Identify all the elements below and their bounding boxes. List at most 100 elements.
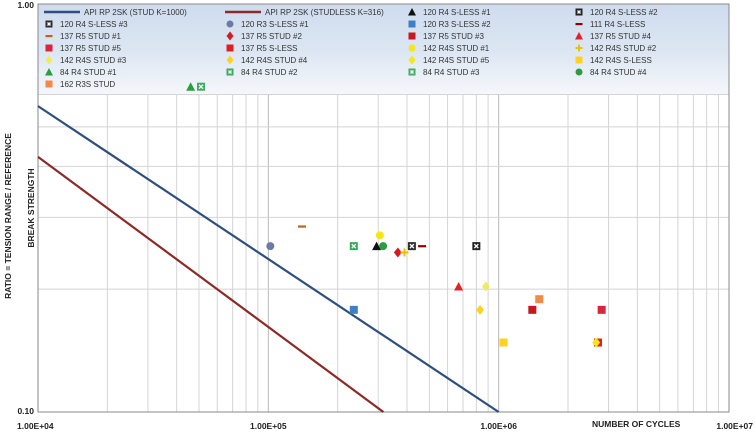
marker-triangle: [45, 68, 53, 76]
marker-dash: [575, 23, 583, 26]
data-point: [400, 248, 409, 257]
data-point: [375, 231, 384, 240]
legend-label: 111 R4 S-LESS: [590, 20, 645, 29]
marker-diamond: [481, 281, 490, 292]
legend-label: 120 R4 S-LESS #1: [423, 8, 491, 17]
marker-dash: [418, 245, 427, 248]
legend-label: 162 R3S STUD: [60, 80, 115, 89]
marker-xbox-cross: [409, 243, 415, 249]
y-tick-label: 0.10: [17, 406, 34, 416]
legend-item: 142 R4S STUD #5: [408, 55, 490, 65]
marker-square: [528, 305, 537, 314]
legend-item: 120 R4 S-LESS #2: [575, 8, 658, 17]
marker-triangle: [454, 282, 464, 291]
legend-item: 142 R4S STUD #2: [575, 44, 657, 53]
legend-label: API RP 2SK (STUD K=1000): [84, 8, 187, 17]
legend-label: 120 R4 S-LESS #2: [590, 8, 658, 17]
data-points: [186, 82, 606, 348]
marker-diamond: [592, 337, 601, 348]
legend-label: 84 R4 STUD #4: [590, 68, 647, 77]
marker-square: [45, 80, 53, 88]
y-tick-label: 1.00: [17, 0, 34, 10]
marker-circle: [266, 242, 275, 251]
marker-dash: [45, 35, 53, 38]
marker-circle: [408, 44, 416, 52]
marker-xbox-cross: [47, 22, 51, 26]
marker-square: [408, 20, 416, 28]
legend-item: 137 R5 STUD #2: [226, 31, 302, 41]
legend-label: 142 R4S S-LESS: [590, 56, 652, 65]
data-point: [476, 304, 485, 315]
data-point: [418, 245, 427, 248]
reference-line: [37, 155, 385, 413]
legend-label: 137 R5 STUD #1: [60, 32, 121, 41]
legend-item: 142 R4S STUD #1: [408, 44, 490, 53]
data-point: [349, 242, 358, 251]
legend-item: 120 R3 S-LESS #2: [408, 20, 491, 29]
legend-item: 137 R5 STUD #3: [408, 32, 484, 41]
marker-circle: [375, 231, 384, 240]
legend-label: 120 R3 S-LESS #1: [241, 20, 309, 29]
legend-item: 84 R4 STUD #1: [45, 68, 117, 77]
marker-plus-v: [403, 248, 406, 257]
marker-triangle: [575, 32, 583, 40]
marker-square: [597, 305, 606, 314]
x-axis-title: NUMBER OF CYCLES: [592, 419, 681, 429]
reference-line: [37, 105, 500, 413]
data-point: [349, 305, 358, 314]
marker-dash: [297, 225, 306, 228]
marker-triangle: [408, 8, 416, 16]
legend-label: 142 R4S STUD #5: [423, 56, 490, 65]
legend-label: 84 R4 STUD #2: [241, 68, 298, 77]
data-point: [393, 247, 402, 258]
data-point: [592, 337, 601, 348]
marker-xbox-cross: [198, 84, 204, 90]
data-point: [297, 225, 306, 228]
legend-label: 120 R3 S-LESS #2: [423, 20, 491, 29]
x-tick-label: 1.00E+05: [250, 421, 287, 431]
x-tick-label: 1.00E+06: [480, 421, 517, 431]
marker-diamond: [408, 55, 416, 65]
legend-item: API RP 2SK (STUDLESS K=316): [225, 8, 384, 17]
plot-frame: [37, 3, 730, 413]
marker-square: [226, 44, 234, 52]
marker-circle: [226, 20, 234, 28]
marker-xbox-cross: [473, 243, 479, 249]
marker-xbox-cross: [351, 243, 357, 249]
data-point: [186, 82, 196, 91]
marker-square: [535, 295, 544, 304]
marker-diamond: [476, 304, 485, 315]
legend-label: 84 R4 STUD #3: [423, 68, 480, 77]
axis-tick-labels: 1.00E+04 1.00E+05 1.00E+06 1.00E+07 1.00 0.10: [17, 0, 753, 431]
legend-item: 120 R4 S-LESS #3: [45, 20, 128, 29]
data-point: [481, 281, 490, 292]
legend-label: 137 R5 STUD #2: [241, 32, 302, 41]
x-tick-label: 1.00E+04: [17, 421, 54, 431]
legend-label: 84 R4 STUD #1: [60, 68, 117, 77]
legend-item: 84 R4 STUD #3: [408, 68, 480, 77]
marker-diamond: [393, 247, 402, 258]
data-point: [499, 338, 508, 347]
legend-item: 120 R3 S-LESS #1: [226, 20, 309, 29]
data-point: [407, 242, 416, 251]
legend-item: 120 R4 S-LESS #1: [408, 8, 491, 17]
data-point: [372, 241, 382, 251]
legend-item: 137 R5 S-LESS: [226, 44, 297, 53]
legend-item: 111 R4 S-LESS: [575, 20, 645, 29]
data-point: [597, 305, 606, 314]
x-tick-label: 1.00E+07: [716, 421, 753, 431]
marker-triangle: [372, 241, 382, 251]
marker-square: [349, 305, 358, 314]
data-point: [454, 282, 464, 291]
legend-item: 84 R4 STUD #4: [575, 68, 647, 77]
legend-label: 120 R4 S-LESS #3: [60, 20, 128, 29]
legend-label: 142 R4S STUD #1: [423, 44, 490, 53]
data-point: [196, 82, 205, 91]
marker-square: [499, 338, 508, 347]
marker-diamond: [45, 55, 53, 65]
marker-diamond: [226, 31, 234, 41]
marker-circle: [379, 242, 388, 251]
legend-background: [38, 4, 729, 94]
y-axis-title-line1: RATIO = TENSION RANGE / REFERENCE: [3, 133, 13, 299]
